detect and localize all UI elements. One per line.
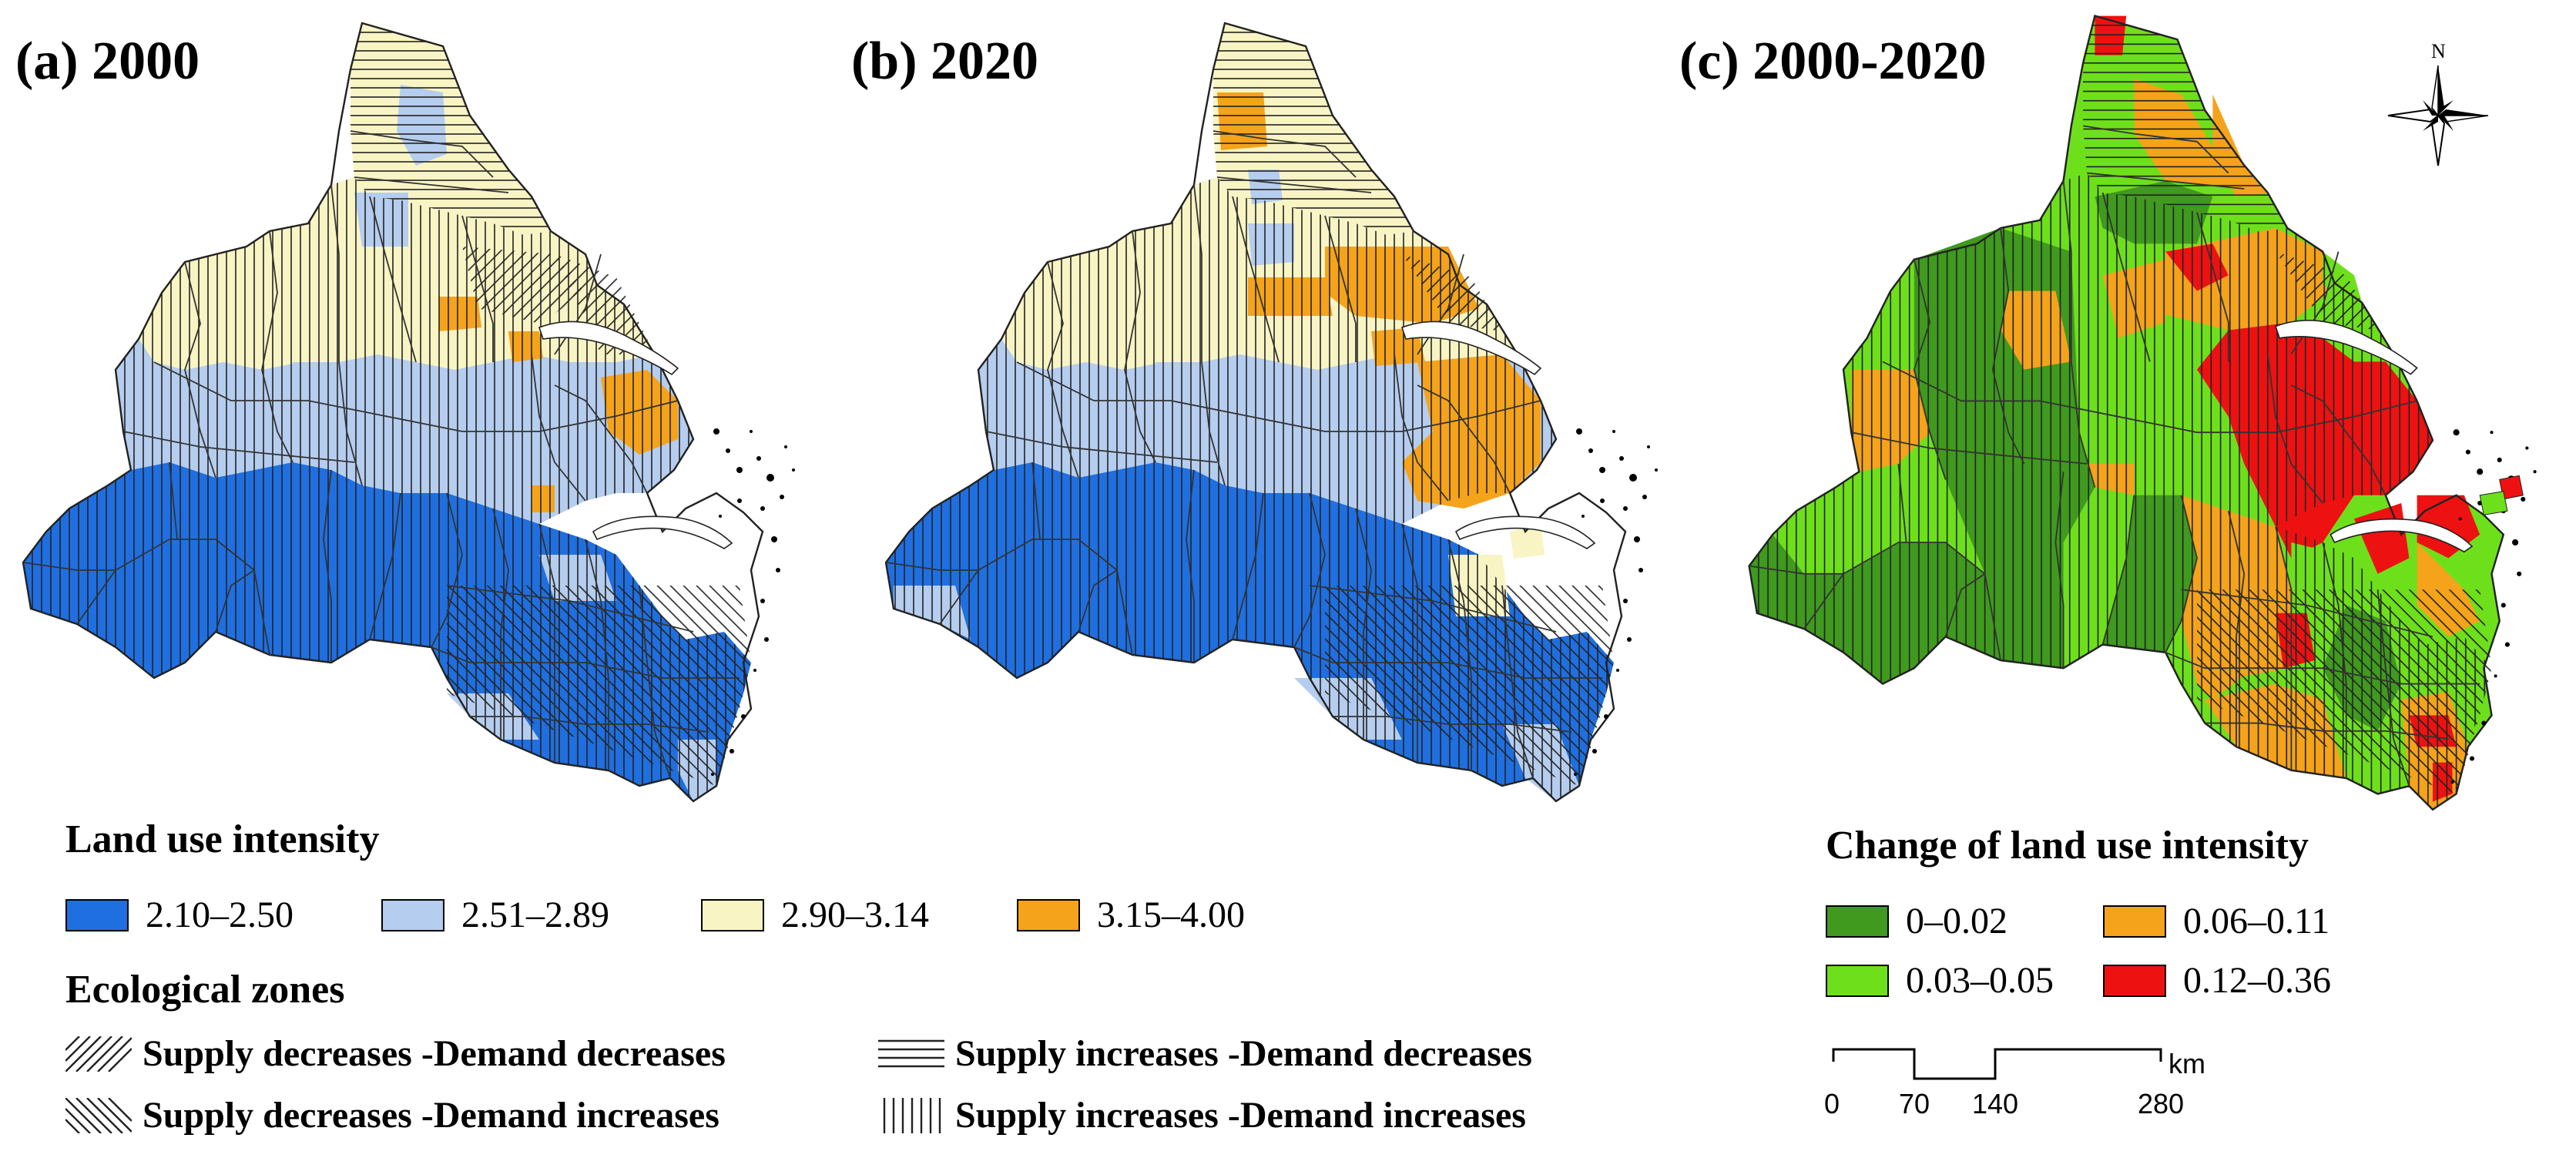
legend-zone-item-1: Supply increases -Demand decreases [878,1032,1532,1075]
scale-unit: km [2168,1048,2205,1079]
legend-intensity-item-2: 2.90–3.14 [701,894,929,936]
map-2000 [22,22,795,803]
legend-intensity-item-1: 2.51–2.89 [381,894,609,936]
legend-label: Supply increases -Demand decreases [955,1033,1532,1074]
scale-bar [1832,1048,2162,1080]
panel-a-title: (a) 2000 [15,32,200,91]
north-label: N [2431,40,2446,62]
hatch-vertical-icon [883,1097,941,1133]
legend-intensity-item-3: 3.15–4.00 [1017,894,1245,936]
map-2020 [884,22,1658,803]
scale-tick-70: 70 [1899,1088,1930,1119]
legend-intensity-item-0: 2.10–2.50 [65,894,293,936]
legend-swatch [1017,898,1080,931]
legend-label: 2.10–2.50 [146,895,293,935]
legend-change-item-1: 0.06–0.11 [2103,900,2329,942]
legend-change-item-2: 0.03–0.05 [1826,959,2054,1002]
legend-swatch [1826,905,1889,938]
legend-change-title: Change of land use intensity [1826,824,2309,868]
legend-zone-item-3: Supply increases -Demand increases [878,1094,1526,1136]
legend-label: 0–0.02 [1906,901,2007,942]
legend-swatch [2103,905,2166,938]
hatch-diagonal-backward-icon [65,1097,132,1133]
panel-b-title: (b) 2020 [851,32,1039,91]
legend-label: 0.12–0.36 [2183,960,2331,1001]
north-arrow-icon [2387,65,2489,166]
scale-tick-280: 280 [2138,1088,2185,1119]
legend-label: 2.51–2.89 [461,895,609,935]
legend-change-item-3: 0.12–0.36 [2103,959,2331,1002]
map-change [1748,15,2537,811]
legend-zone-item-2: Supply decreases -Demand increases [65,1094,719,1136]
legend-intensity-title: Land use intensity [65,817,380,861]
legend-label: 0.03–0.05 [1906,960,2054,1001]
hatch-horizontal-icon [878,1039,944,1067]
legend-label: 0.06–0.11 [2183,901,2330,942]
legend-label: 2.90–3.14 [781,895,929,935]
legend-swatch [1826,964,1889,997]
legend-label: Supply increases -Demand increases [955,1095,1526,1136]
legend-label: Supply decreases -Demand decreases [143,1033,726,1074]
legend-zones-title: Ecological zones [65,968,345,1012]
legend-swatch [701,898,764,931]
panel-c-title: (c) 2000-2020 [1679,32,1987,91]
legend-label: Supply decreases -Demand increases [143,1095,719,1136]
hatch-diagonal-forward-icon [65,1035,132,1072]
legend-swatch [65,898,129,931]
legend-swatch [2103,964,2166,997]
legend-swatch [381,898,444,931]
legend-zone-item-0: Supply decreases -Demand decreases [65,1032,726,1075]
scale-tick-0: 0 [1824,1088,1840,1119]
scale-tick-140: 140 [1972,1088,2019,1119]
legend-change-item-0: 0–0.02 [1826,900,2007,942]
legend-label: 3.15–4.00 [1097,895,1245,935]
